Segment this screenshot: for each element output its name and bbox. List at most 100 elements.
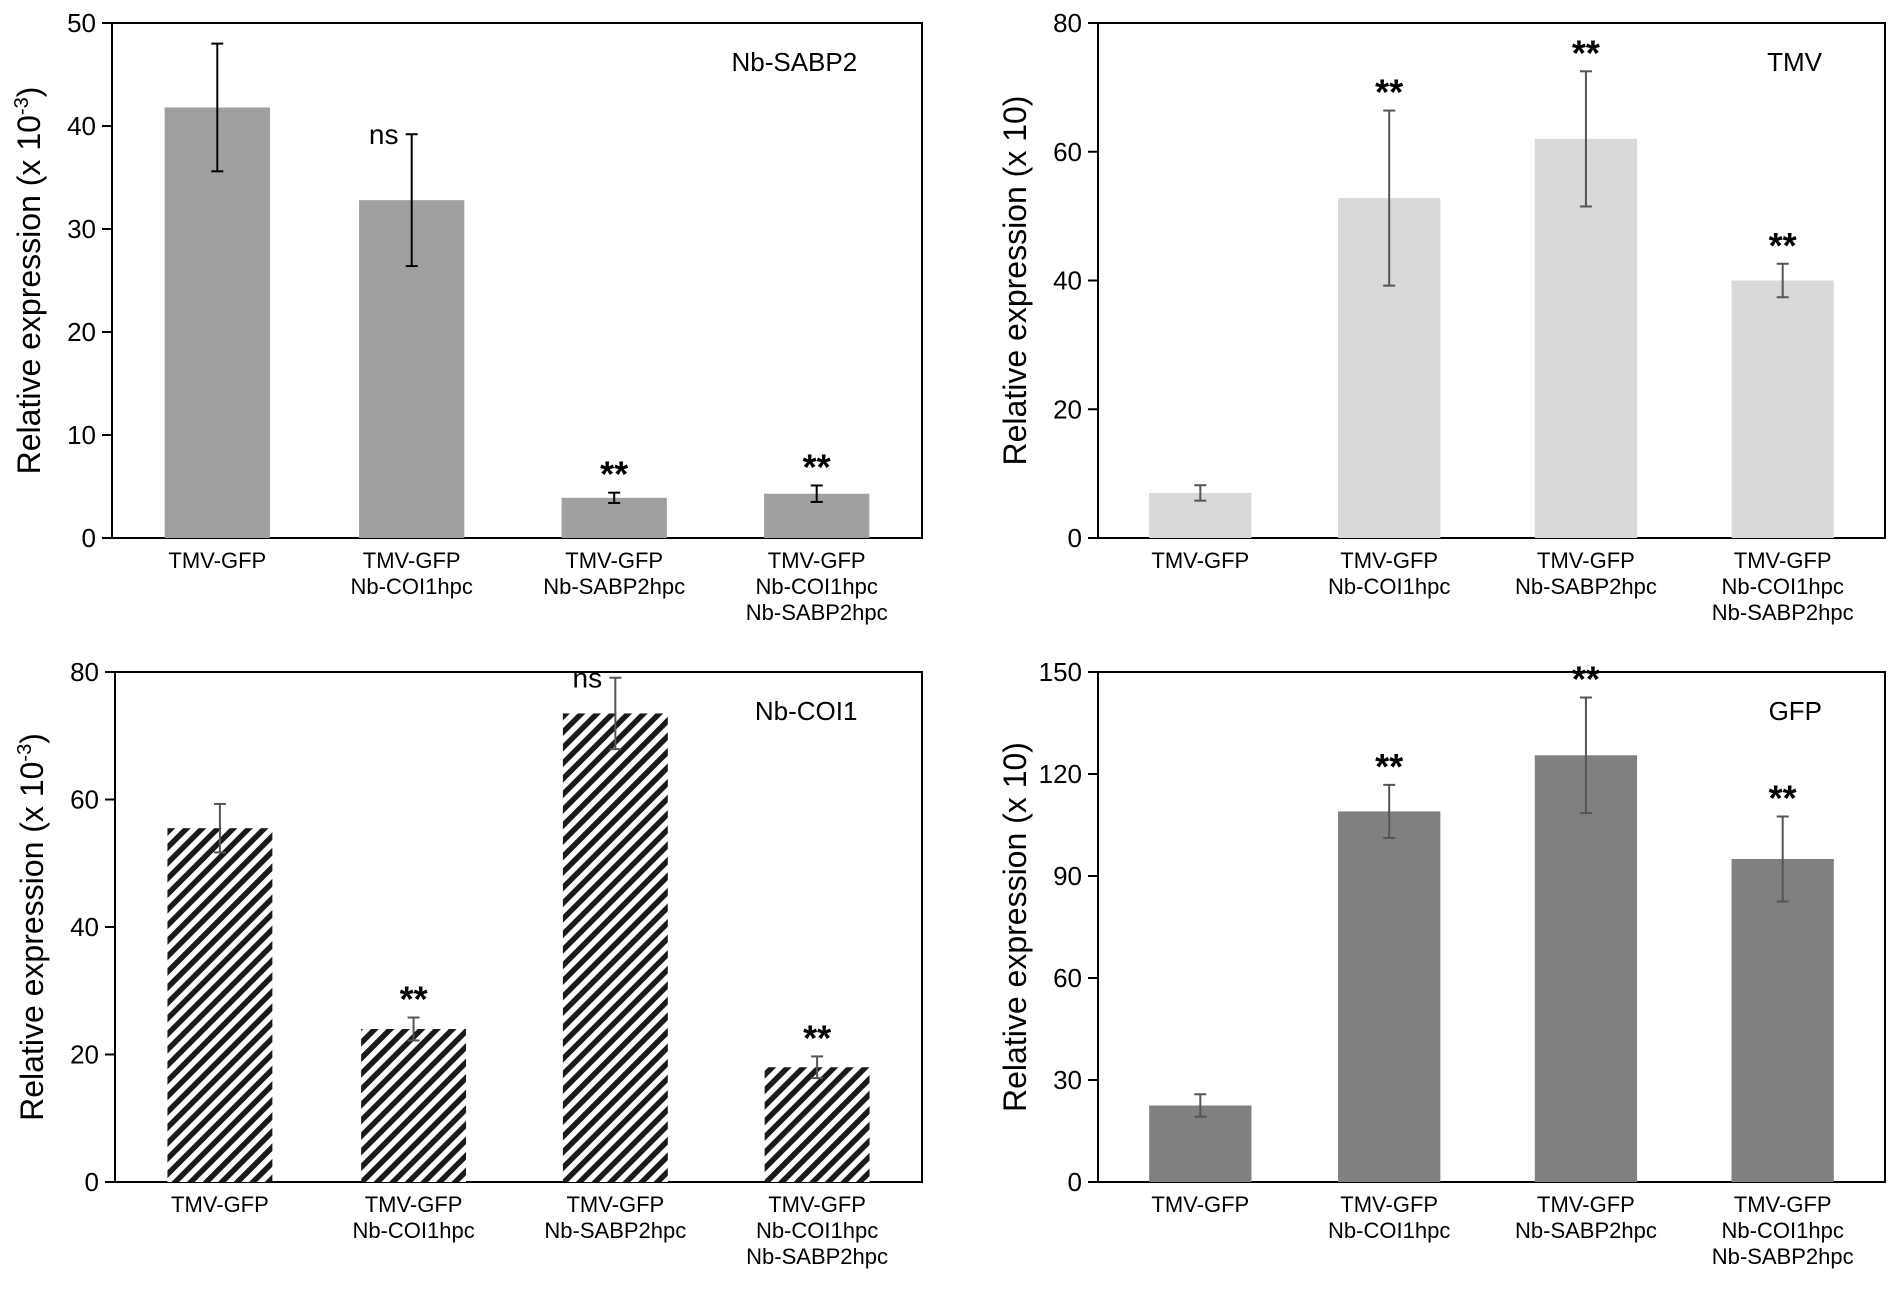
chart-panel-nb-coi1: 0 20 40 60 80 Relative expression (x 10-3) Nb-… — [14, 657, 923, 1269]
category-label: Nb-COI1hpc — [1328, 1218, 1450, 1243]
category-label: Nb-SABP2hpc — [746, 600, 888, 625]
bar — [164, 107, 270, 539]
y-axis-label-close: ) — [14, 733, 50, 744]
y-tick-label: 0 — [1068, 1167, 1082, 1197]
bar — [1731, 859, 1834, 1182]
bar — [1534, 755, 1638, 1182]
category-label: Nb-COI1hpc — [351, 574, 473, 599]
chart-panel-nb-sabp2: 0 10 20 30 40 50 Relative expression (x 10-3) N… — [11, 8, 923, 625]
significance-label: ** — [1572, 32, 1600, 73]
category-label: Nb-SABP2hpc — [1712, 600, 1854, 625]
significance-label: ** — [803, 446, 831, 487]
y-axis-label-text: Relative expression (x 10) — [997, 742, 1033, 1112]
bar — [561, 497, 667, 538]
y-tick-label: 40 — [67, 111, 96, 141]
category-label: Nb-COI1hpc — [1722, 1218, 1844, 1243]
y-axis-label: Relative expression (x 10) — [997, 96, 1033, 466]
y-tick-label: 30 — [67, 214, 96, 244]
y-tick-label: 60 — [1053, 137, 1082, 167]
bar — [361, 1029, 467, 1182]
significance-label: ** — [803, 1017, 831, 1058]
y-tick-label: 80 — [1053, 8, 1082, 38]
bar — [1149, 1105, 1252, 1182]
category-label: Nb-SABP2hpc — [746, 1244, 888, 1269]
category-label: Nb-COI1hpc — [352, 1218, 474, 1243]
category-label: Nb-COI1hpc — [1722, 574, 1844, 599]
category-label: TMV-GFP — [1151, 1192, 1249, 1217]
y-axis-label-text: Relative expression (x 10) — [997, 96, 1033, 466]
category-label: Nb-SABP2hpc — [1515, 574, 1657, 599]
y-tick-label: 60 — [1053, 963, 1082, 993]
bar — [1338, 811, 1441, 1182]
y-axis-label: Relative expression (x 10-3) — [11, 87, 47, 475]
category-label: TMV-GFP — [1734, 548, 1832, 573]
significance-label: ** — [1769, 225, 1797, 266]
category-label: TMV-GFP — [168, 548, 266, 573]
significance-label: ** — [1572, 659, 1600, 700]
category-label: Nb-SABP2hpc — [544, 1218, 686, 1243]
category-label: Nb-SABP2hpc — [1712, 1244, 1854, 1269]
y-axis-label: Relative expression (x 10) — [997, 742, 1033, 1112]
category-label: Nb-COI1hpc — [756, 1218, 878, 1243]
category-label: TMV-GFP — [768, 548, 866, 573]
category-label: TMV-GFP — [171, 1192, 269, 1217]
panel-title: Nb-SABP2 — [731, 47, 857, 77]
bar — [1731, 280, 1834, 538]
y-tick-label: 150 — [1039, 657, 1082, 687]
y-tick-label: 40 — [1053, 266, 1082, 296]
y-tick-label: 20 — [70, 1040, 99, 1070]
significance-label: ns — [573, 663, 603, 694]
y-tick-label: 120 — [1039, 759, 1082, 789]
category-label: TMV-GFP — [768, 1192, 866, 1217]
category-label: Nb-COI1hpc — [1328, 574, 1450, 599]
category-label: TMV-GFP — [1734, 1192, 1832, 1217]
panel-title: TMV — [1767, 47, 1823, 77]
category-label: TMV-GFP — [1340, 1192, 1438, 1217]
y-tick-label: 50 — [67, 8, 96, 38]
panel-title: GFP — [1769, 696, 1822, 726]
category-label: TMV-GFP — [1537, 548, 1635, 573]
significance-label: ns — [369, 119, 399, 150]
category-label: Nb-SABP2hpc — [543, 574, 685, 599]
category-label: Nb-SABP2hpc — [1515, 1218, 1657, 1243]
y-tick-label: 0 — [1068, 523, 1082, 553]
significance-label: ** — [1375, 746, 1403, 787]
y-tick-label: 60 — [70, 785, 99, 815]
significance-label: ** — [1375, 72, 1403, 113]
significance-label: ** — [1769, 778, 1797, 819]
y-axis-label: Relative expression (x 10-3) — [14, 733, 50, 1121]
y-tick-label: 20 — [1053, 394, 1082, 424]
chart-panel-gfp: 0 30 60 90 120 150 Relative expression (x 10) G… — [997, 657, 1886, 1269]
category-label: TMV-GFP — [365, 1192, 463, 1217]
bar — [764, 1067, 870, 1182]
category-label: TMV-GFP — [565, 548, 663, 573]
y-tick-label: 30 — [1053, 1065, 1082, 1095]
plot-frame — [111, 22, 923, 539]
y-axis-label-text: Relative expression (x 10 — [11, 115, 47, 474]
y-axis-label-text: Relative expression (x 10 — [14, 762, 50, 1121]
category-label: Nb-COI1hpc — [756, 574, 878, 599]
y-axis-label-exponent: -3 — [11, 97, 33, 115]
category-label: TMV-GFP — [1340, 548, 1438, 573]
category-label: TMV-GFP — [1537, 1192, 1635, 1217]
category-label: TMV-GFP — [363, 548, 461, 573]
y-tick-label: 80 — [70, 657, 99, 687]
y-tick-label: 0 — [85, 1167, 99, 1197]
chart-panel-tmv: 0 20 40 60 80 Relative expression (x 10) TMV TM… — [997, 8, 1886, 625]
significance-label: ** — [400, 979, 428, 1020]
panel-title: Nb-COI1 — [755, 696, 858, 726]
category-label: TMV-GFP — [566, 1192, 664, 1217]
y-tick-label: 20 — [67, 317, 96, 347]
significance-label: ** — [600, 454, 628, 495]
category-label: TMV-GFP — [1151, 548, 1249, 573]
bar — [167, 828, 273, 1182]
y-tick-label: 40 — [70, 912, 99, 942]
y-axis-label-close: ) — [11, 87, 47, 98]
plot-frame — [1097, 671, 1886, 1183]
y-tick-label: 10 — [67, 420, 96, 450]
y-tick-label: 90 — [1053, 861, 1082, 891]
bar — [562, 713, 668, 1182]
y-axis-label-exponent: -3 — [14, 744, 36, 762]
